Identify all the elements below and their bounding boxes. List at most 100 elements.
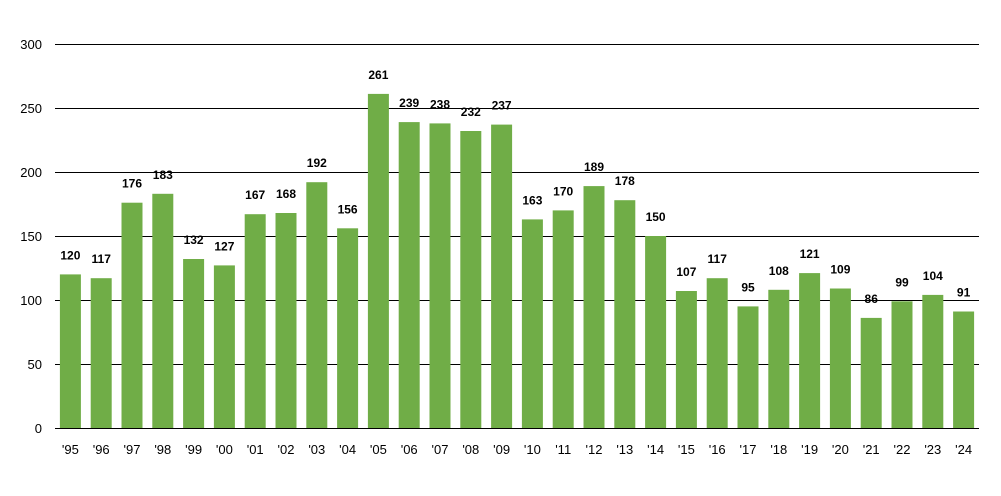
x-tick-label: '99 (185, 442, 202, 457)
data-label: 107 (676, 265, 696, 279)
bar (90, 278, 112, 428)
bar (183, 259, 205, 428)
data-label: 109 (830, 263, 850, 277)
bar (367, 93, 389, 429)
data-label: 95 (741, 280, 755, 294)
x-tick-label: '09 (493, 442, 510, 457)
data-label: 91 (957, 286, 971, 300)
bar (583, 186, 605, 428)
x-tick-label: '18 (770, 442, 787, 457)
data-label: 99 (895, 275, 909, 289)
bar (953, 311, 975, 428)
x-tick-label: '19 (801, 442, 818, 457)
x-tick-label: '20 (832, 442, 849, 457)
x-tick-label: '06 (401, 442, 418, 457)
bar (737, 306, 759, 428)
y-tick-label: 50 (28, 357, 42, 372)
data-label: 117 (92, 252, 112, 266)
data-label: 108 (769, 264, 789, 278)
x-tick-label: '02 (278, 442, 295, 457)
data-label: 192 (307, 156, 327, 170)
bar (213, 265, 235, 428)
x-tick-label: '03 (308, 442, 325, 457)
data-label: 86 (865, 292, 879, 306)
bar (306, 182, 328, 428)
x-tick-label: '04 (339, 442, 356, 457)
x-tick-label: '13 (616, 442, 633, 457)
data-label: 168 (276, 187, 296, 201)
data-labels: 120 117 176 183 132 127 167 168 192 156 261 239 238 2… (60, 68, 970, 306)
x-tick-label: '97 (124, 442, 141, 457)
y-tick-label: 300 (20, 37, 42, 52)
data-label: 189 (584, 160, 604, 174)
x-tick-label: '95 (62, 442, 79, 457)
y-tick-label: 0 (35, 421, 42, 436)
x-tick-label: '05 (370, 442, 387, 457)
data-label: 121 (800, 247, 820, 261)
data-label: 163 (522, 193, 542, 207)
x-axis-ticks: '95 '96 '97 '98 '99 '00 '01 '02 '03 '04 '05 '06 '07 '… (62, 442, 972, 457)
data-label: 150 (646, 210, 666, 224)
bar (59, 274, 81, 428)
data-label: 156 (338, 202, 358, 216)
bar (645, 236, 667, 428)
data-label: 127 (214, 239, 234, 253)
bar (614, 200, 636, 428)
data-label: 238 (430, 97, 450, 111)
x-tick-label: '01 (247, 442, 264, 457)
x-tick-label: '23 (924, 442, 941, 457)
x-tick-label: '08 (462, 442, 479, 457)
bar (521, 219, 543, 428)
x-tick-label: '07 (432, 442, 449, 457)
bar (860, 317, 882, 428)
data-label: 167 (245, 188, 265, 202)
data-label: 117 (708, 252, 728, 266)
y-tick-label: 150 (20, 229, 42, 244)
bar (706, 278, 728, 428)
data-label: 239 (399, 96, 419, 110)
x-tick-label: '98 (154, 442, 171, 457)
bar (398, 122, 420, 428)
y-tick-label: 100 (20, 293, 42, 308)
x-tick-label: '16 (709, 442, 726, 457)
x-tick-label: '11 (555, 442, 571, 457)
bar (244, 214, 266, 428)
x-tick-label: '22 (894, 442, 911, 457)
bar (491, 124, 513, 428)
y-axis-ticks: 0 50 100 150 200 250 300 (20, 37, 42, 436)
bar (460, 131, 482, 428)
data-label: 104 (923, 269, 943, 283)
data-label: 176 (122, 177, 142, 191)
data-label: 261 (368, 68, 388, 82)
bar (429, 123, 451, 429)
x-tick-label: '12 (586, 442, 603, 457)
x-tick-label: '14 (647, 442, 664, 457)
y-tick-label: 200 (20, 165, 42, 180)
data-label: 237 (492, 99, 512, 113)
bar (552, 210, 574, 428)
bars (59, 93, 975, 429)
data-label: 170 (553, 184, 573, 198)
data-label: 232 (461, 105, 481, 119)
bar (675, 291, 697, 428)
bar (152, 193, 174, 428)
bar (275, 213, 297, 428)
x-tick-label: '00 (216, 442, 233, 457)
x-tick-label: '15 (678, 442, 695, 457)
x-tick-label: '24 (955, 442, 972, 457)
y-tick-label: 250 (20, 101, 42, 116)
bar (891, 301, 913, 428)
bar (121, 202, 143, 428)
data-label: 132 (184, 233, 204, 247)
data-label: 183 (153, 168, 173, 182)
bar (829, 288, 851, 428)
bar (922, 294, 944, 428)
gridlines (55, 44, 979, 429)
data-label: 120 (60, 248, 80, 262)
x-tick-label: '21 (863, 442, 880, 457)
x-tick-label: '17 (740, 442, 757, 457)
bar (768, 289, 790, 428)
bar (799, 273, 821, 428)
